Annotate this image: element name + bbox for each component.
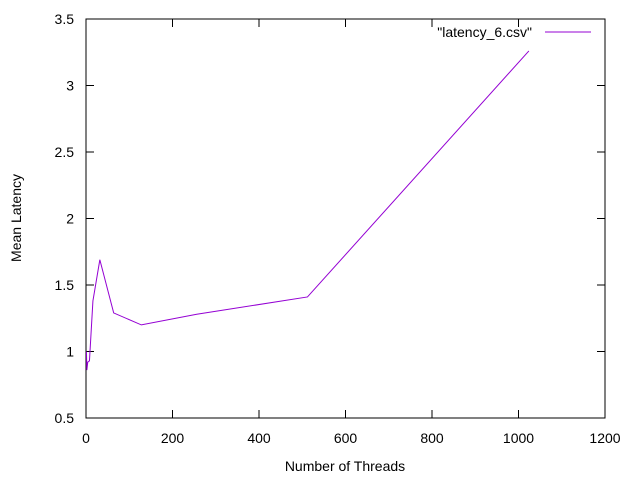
x-axis-label: Number of Threads	[285, 458, 405, 474]
x-tick-label: 1000	[503, 430, 534, 446]
plot-frame	[85, 18, 606, 419]
y-axis-ticks: 0.5 1 1.5 2 2.5 3 3.5	[55, 11, 605, 426]
y-tick-label: 1	[66, 344, 74, 360]
legend: "latency_6.csv"	[437, 24, 591, 40]
legend-label: "latency_6.csv"	[437, 24, 532, 40]
y-axis-label: Mean Latency	[8, 174, 24, 262]
x-tick-label: 400	[247, 430, 271, 446]
y-tick-label: 0.5	[55, 410, 75, 426]
x-tick-label: 1200	[589, 430, 620, 446]
x-tick-label: 800	[420, 430, 444, 446]
x-axis-ticks: 0 200 400 600 800 1000 1200	[82, 19, 621, 446]
x-tick-label: 200	[161, 430, 185, 446]
series-line	[85, 50, 530, 371]
y-tick-label: 2	[66, 211, 74, 227]
y-tick-label: 2.5	[55, 144, 75, 160]
y-tick-label: 1.5	[55, 277, 75, 293]
y-tick-label: 3.5	[55, 11, 75, 27]
x-tick-label: 0	[82, 430, 90, 446]
x-tick-label: 600	[334, 430, 358, 446]
series-layer	[85, 50, 530, 371]
y-tick-label: 3	[66, 78, 74, 94]
